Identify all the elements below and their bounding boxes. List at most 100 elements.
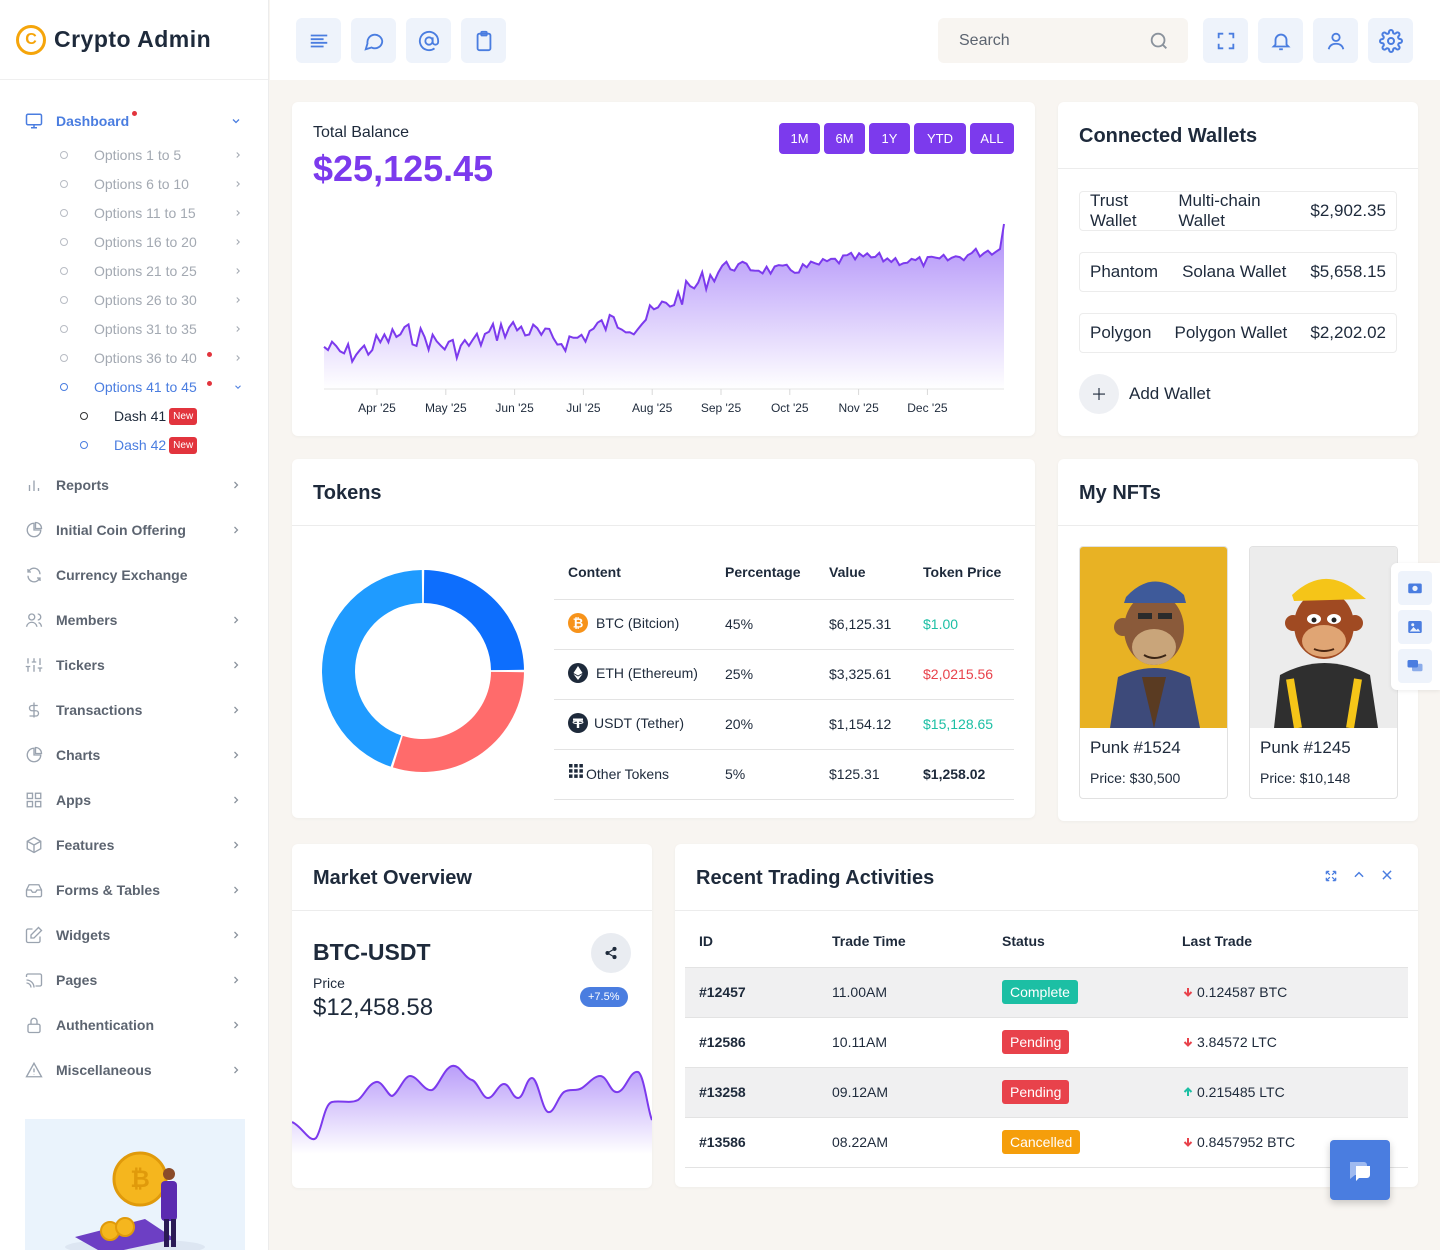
sidebar-item-options-1[interactable]: Options 1 to 5 [60,142,250,168]
table-row[interactable]: #13258 09.12AM Pending 0.215485 LTC [685,1066,1408,1117]
chevron-up-icon[interactable] [1352,868,1366,882]
col-percentage: Percentage [725,563,801,580]
table-row[interactable]: #13586 08.22AM Cancelled 0.8457952 BTC [685,1116,1408,1168]
chat-button[interactable] [351,18,396,63]
sidebar-item-options-6[interactable]: Options 26 to 30 [60,287,250,313]
sidebar-item-options-4[interactable]: Options 16 to 20 [60,229,250,255]
tokens-donut-chart [321,570,524,772]
token-name: ETH (Ethereum) [596,664,698,681]
sidebar-item-tickers[interactable]: Tickers [0,650,268,680]
sidebar-item-options-3[interactable]: Options 11 to 15 [60,200,250,226]
add-wallet-button[interactable]: Add Wallet [1079,374,1211,414]
wallet-row-polygon[interactable]: Polygon Polygon Wallet $2,202.02 [1079,313,1397,353]
sparkline-fill [292,1065,652,1154]
notification-dot [132,111,137,116]
range-6m-button[interactable]: 6M [824,123,865,154]
sidebar-item-currency-exchange[interactable]: Currency Exchange [0,560,268,590]
search-icon[interactable] [1148,30,1170,52]
sidebar-item-features[interactable]: Features [0,830,268,860]
fullscreen-button[interactable] [1203,18,1248,63]
trade-status-cell: Pending [1002,1066,1182,1117]
range-1y-button[interactable]: 1Y [869,123,910,154]
nft-card[interactable]: Punk #1245 Price: $10,148 [1249,546,1398,799]
sidebar-item-options-2[interactable]: Options 6 to 10 [60,171,250,197]
inbox-icon [25,884,43,898]
svg-text:₿: ₿ [130,1166,150,1193]
nft-price: Price: $10,148 [1260,770,1351,786]
sidebar-item-dashboard[interactable]: Dashboard [0,106,268,136]
chat-widget-button[interactable] [1330,1140,1390,1200]
sidebar-item-label: Features [56,837,115,853]
sidebar-item-widgets[interactable]: Widgets [0,920,268,950]
search-input[interactable]: Search [938,18,1188,63]
table-row[interactable]: #12586 10.11AM Pending 3.84572 LTC [685,1016,1408,1067]
tokens-card: Tokens Content Percentage Value Token Pr… [292,459,1035,818]
sidebar-item-apps[interactable]: Apps [0,785,268,815]
bell-icon [1270,33,1291,50]
sidebar-item-options-8[interactable]: Options 36 to 40 [60,345,250,371]
sidebar-item-options-5[interactable]: Options 21 to 25 [60,258,250,284]
market-sparkline [292,1064,652,1154]
sidebar-item-options-7[interactable]: Options 31 to 35 [60,316,250,342]
wallets-title: Connected Wallets [1079,125,1258,147]
nft-image [1250,547,1397,728]
range-1m-button[interactable]: 1M [779,123,820,154]
token-percentage: 25% [725,648,829,699]
bullet-icon [60,209,68,217]
sidebar-item-members[interactable]: Members [0,605,268,635]
range-all-button[interactable]: ALL [970,123,1014,154]
last-trade: 0.215485 LTC [1197,1084,1285,1100]
sidebar-item-pages[interactable]: Pages [0,965,268,995]
arrow-down-icon [1183,1038,1193,1047]
close-icon[interactable] [1380,868,1394,882]
market-pair: BTC-USDT [313,939,431,965]
range-ytd-button[interactable]: YTD [914,123,966,154]
market-title: Market Overview [313,867,472,889]
sidebar-item-options-9[interactable]: Options 41 to 45 [60,374,250,400]
table-row[interactable]: #12457 11.00AM Complete 0.124587 BTC [685,966,1408,1017]
menu-toggle-button[interactable] [296,18,341,63]
wallet-row-trust[interactable]: Trust Wallet Multi-chain Wallet $2,902.3… [1079,191,1397,231]
camera-button[interactable] [1398,571,1432,605]
svg-text:₿: ₿ [573,615,584,630]
sidebar-item-dash-42[interactable]: Dash 42 New [80,433,198,457]
balance-line [323,223,1005,365]
notifications-button[interactable] [1258,18,1303,63]
sidebar-item-reports[interactable]: Reports [0,470,268,500]
expand-icon[interactable] [1324,869,1338,883]
wallet-amount: $2,902.35 [1310,201,1386,220]
divider [292,910,652,911]
gear-icon [1378,28,1403,53]
sidebar-item-dash-41[interactable]: Dash 41 New [80,404,198,428]
sidebar-item-charts[interactable]: Charts [0,740,268,770]
messages-button[interactable] [1398,649,1432,683]
mention-button[interactable] [406,18,451,63]
x-tick-label: Dec '25 [907,401,948,415]
nft-card[interactable]: Punk #1524 Price: $30,500 [1079,546,1228,799]
sidebar-item-label: Reports [56,477,109,493]
sidebar-item-label: Initial Coin Offering [56,522,186,538]
sidebar-item-forms-tables[interactable]: Forms & Tables [0,875,268,905]
sidebar-item-label: Options 11 to 15 [94,205,196,221]
sidebar-item-label: Options 1 to 5 [94,147,182,163]
bullet-icon [60,296,68,304]
share-button[interactable] [591,933,631,973]
sidebar-item-transactions[interactable]: Transactions [0,695,268,725]
sidebar-item-label: Options 36 to 40 [94,350,197,366]
profile-button[interactable] [1313,18,1358,63]
menu-icon [310,34,327,47]
clipboard-button[interactable] [461,18,506,63]
pie-chart-icon [26,746,43,763]
gallery-button[interactable] [1398,610,1432,644]
wallet-row-phantom[interactable]: Phantom Solana Wallet $5,658.15 [1079,252,1397,292]
fullscreen-icon [1217,32,1234,49]
sidebar-item-label: Transactions [56,702,143,718]
bullet-icon [60,354,68,362]
settings-button[interactable] [1368,18,1413,63]
new-badge: New [169,407,198,425]
balance-label: Total Balance [313,124,410,141]
logo[interactable]: C Crypto Admin [0,0,268,80]
sidebar-item-authentication[interactable]: Authentication [0,1010,268,1040]
sidebar-item-initial-coin-offering[interactable]: Initial Coin Offering [0,515,268,545]
sidebar-item-miscellaneous[interactable]: Miscellaneous [0,1055,268,1085]
